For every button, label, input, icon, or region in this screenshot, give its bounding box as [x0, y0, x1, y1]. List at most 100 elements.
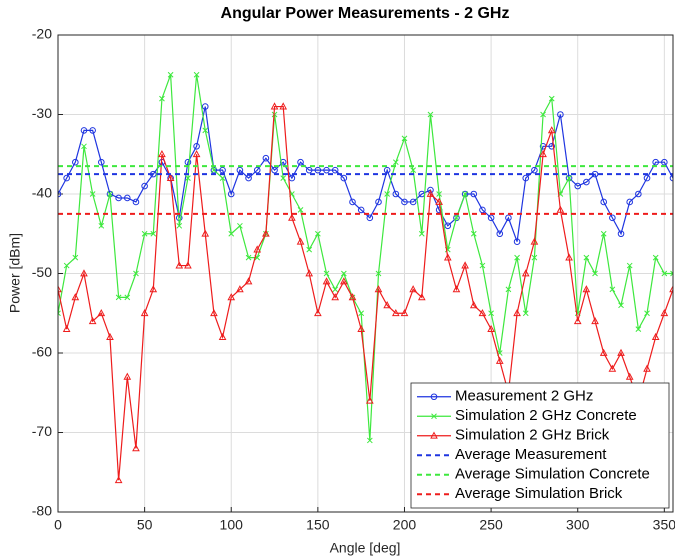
x-tick-label: 100: [220, 517, 244, 533]
point: [514, 254, 520, 261]
point: [185, 175, 191, 181]
legend-label: Average Simulation Brick: [455, 485, 623, 502]
point: [540, 111, 546, 118]
point: [89, 191, 96, 197]
x-tick-label: 0: [54, 517, 62, 533]
point: [141, 230, 148, 237]
point: [88, 316, 97, 325]
point: [430, 431, 438, 439]
point: [201, 229, 210, 237]
legend-label: Simulation 2 GHz Concrete: [455, 407, 637, 424]
point: [661, 270, 668, 277]
point: [340, 277, 348, 285]
y-tick-label: -20: [32, 26, 52, 42]
point: [72, 254, 79, 261]
point: [436, 191, 442, 197]
point: [652, 254, 659, 261]
point: [62, 324, 71, 333]
point: [106, 332, 114, 340]
point: [227, 190, 235, 198]
point: [652, 158, 659, 166]
point: [80, 127, 88, 134]
point: [159, 95, 165, 102]
point: [305, 269, 314, 277]
point: [487, 324, 495, 333]
point: [522, 310, 529, 317]
point: [358, 310, 365, 317]
point: [279, 102, 288, 110]
point: [184, 261, 192, 269]
point: [522, 174, 530, 182]
point: [89, 127, 96, 134]
y-axis-label: Power [dBm]: [7, 233, 23, 313]
point: [270, 102, 279, 110]
point: [635, 190, 642, 198]
point: [81, 143, 87, 150]
point: [193, 71, 200, 78]
point: [366, 437, 373, 444]
point: [488, 310, 494, 317]
x-tick-label: 200: [393, 517, 417, 533]
point: [253, 166, 261, 174]
point: [297, 207, 304, 213]
point: [469, 301, 478, 309]
point: [530, 237, 539, 245]
point: [245, 174, 252, 182]
point: [496, 230, 504, 238]
point: [625, 372, 634, 380]
point: [219, 175, 226, 181]
point: [123, 194, 131, 202]
y-tick-label: -60: [32, 344, 52, 360]
point: [539, 149, 547, 158]
point: [72, 158, 79, 166]
point: [487, 214, 495, 222]
point: [149, 285, 158, 293]
point: [348, 293, 357, 301]
point: [599, 348, 608, 356]
point: [297, 158, 304, 166]
point: [531, 166, 538, 174]
point: [417, 293, 426, 301]
point: [479, 206, 486, 214]
point: [583, 254, 590, 261]
point: [505, 286, 512, 293]
point: [175, 261, 184, 269]
point: [331, 166, 339, 174]
point: [245, 254, 252, 261]
point: [306, 246, 313, 253]
series-line: [58, 74, 673, 441]
point: [201, 103, 209, 110]
x-tick-label: 250: [479, 517, 503, 533]
y-tick-label: -40: [32, 185, 52, 201]
point: [63, 262, 70, 269]
point: [643, 174, 651, 182]
point: [71, 293, 80, 301]
point: [670, 270, 673, 277]
point: [583, 178, 590, 186]
point: [495, 356, 504, 364]
x-tick-label: 150: [306, 517, 330, 533]
point: [557, 111, 564, 118]
point: [279, 158, 287, 166]
point: [669, 285, 673, 293]
plot-frame: [57, 34, 674, 513]
point: [296, 237, 305, 245]
point: [123, 372, 132, 380]
point: [315, 230, 321, 237]
legend-box: [410, 382, 670, 509]
legend-label: Simulation 2 GHz Brick: [455, 427, 610, 444]
point: [409, 198, 417, 206]
point: [80, 269, 88, 277]
point: [566, 175, 572, 181]
point: [332, 286, 339, 293]
point: [521, 269, 530, 277]
point: [418, 230, 425, 237]
point: [331, 293, 340, 301]
point: [462, 191, 468, 197]
point: [115, 294, 122, 301]
point: [427, 186, 434, 194]
point: [669, 174, 673, 182]
point: [600, 230, 607, 237]
point: [617, 348, 625, 356]
